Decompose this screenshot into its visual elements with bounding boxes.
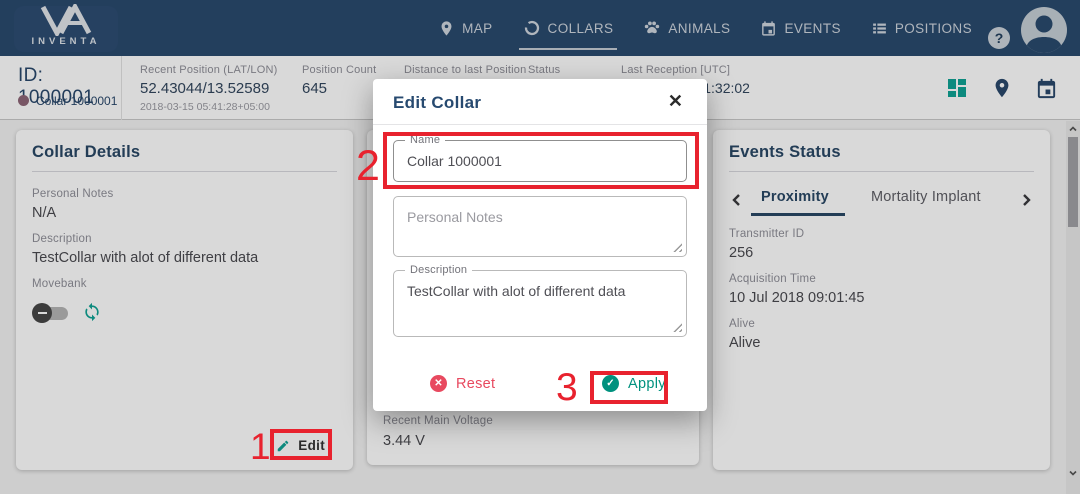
divider — [32, 171, 337, 172]
user-avatar[interactable] — [1020, 6, 1068, 54]
events-status-title: Events Status — [729, 143, 841, 161]
app-header: INVENTA MAP COLLARS ANIMALS — [0, 0, 1080, 56]
personal-notes-placeholder: Personal Notes — [407, 209, 503, 225]
active-tab-underline — [751, 213, 845, 216]
description-label: Description — [32, 233, 92, 245]
brand-name: INVENTA — [31, 36, 101, 47]
resize-handle-icon[interactable] — [672, 242, 682, 252]
reset-x-icon: ✕ — [430, 375, 447, 392]
paw-icon — [645, 21, 660, 34]
apply-button[interactable]: ✓ Apply — [602, 375, 666, 392]
scrollbar-thumb[interactable] — [1068, 137, 1078, 227]
nav-item-positions[interactable]: POSITIONS — [871, 0, 972, 56]
calendar-event-icon — [762, 20, 776, 36]
nav-label-positions: POSITIONS — [894, 20, 972, 36]
collar-id: ID: 1000001 — [18, 65, 95, 108]
reset-button[interactable]: ✕ Reset — [430, 375, 495, 392]
description-textarea[interactable]: Description TestCollar with alot of diff… — [393, 264, 687, 337]
transmitter-id-label: Transmitter ID — [729, 228, 805, 240]
map-pin-icon[interactable] — [991, 76, 1013, 100]
nav-item-map[interactable]: MAP — [438, 0, 492, 56]
events-status-card: Events Status Proximity Mortality Implan… — [713, 130, 1050, 470]
recent-main-voltage-value: 3.44 V — [383, 433, 425, 449]
pencil-icon — [278, 440, 289, 451]
alive-value: Alive — [729, 335, 761, 351]
scroll-up-icon[interactable] — [1067, 123, 1079, 135]
alive-label: Alive — [729, 318, 755, 330]
recent-position-value: 52.43044/13.52589 — [140, 80, 270, 97]
last-reception-label: Last Reception [UTC] — [621, 64, 731, 76]
divider — [729, 171, 1034, 172]
calendar-icon[interactable] — [1035, 77, 1058, 100]
tabs-prev-icon[interactable] — [731, 193, 742, 207]
scroll-down-icon[interactable] — [1067, 467, 1079, 479]
status-label: Status — [528, 64, 561, 76]
main-nav: MAP COLLARS ANIMALS EVENTS — [438, 0, 972, 56]
help-button[interactable]: ? — [988, 27, 1010, 49]
acquisition-time-label: Acquisition Time — [729, 273, 816, 285]
collar-icon — [524, 20, 539, 36]
personal-notes-value: N/A — [32, 205, 57, 221]
transmitter-id-value: 256 — [729, 245, 754, 261]
description-field-value: TestCollar with alot of different data — [407, 283, 626, 299]
personal-notes-textarea[interactable]: Personal Notes — [393, 196, 687, 257]
description-field-label: Description — [405, 264, 473, 276]
edit-collar-dialog: Edit Collar ✕ Name Collar 1000001 Person… — [373, 79, 707, 411]
map-pin-icon — [441, 20, 452, 36]
apply-check-icon: ✓ — [602, 375, 619, 392]
divider — [373, 124, 707, 125]
recent-main-voltage-label: Recent Main Voltage — [383, 415, 493, 427]
avatar-icon — [1021, 7, 1067, 53]
positions-list-icon — [873, 23, 886, 33]
va-monogram-icon — [40, 4, 92, 36]
acquisition-time-value: 10 Jul 2018 09:01:45 — [729, 290, 865, 306]
description-value: TestCollar with alot of different data — [32, 250, 259, 266]
nav-label-collars: COLLARS — [547, 20, 614, 36]
resize-handle-icon[interactable] — [672, 322, 682, 332]
personal-notes-label: Personal Notes — [32, 188, 114, 200]
nav-label-animals: ANIMALS — [668, 20, 731, 36]
dashboard-icon[interactable] — [945, 76, 969, 100]
recent-position-label: Recent Position (LAT/LON) — [140, 64, 278, 76]
nav-label-events: EVENTS — [784, 20, 841, 36]
dialog-title: Edit Collar — [393, 93, 482, 112]
name-field[interactable]: Name Collar 1000001 — [393, 134, 687, 182]
collar-status-dot — [18, 95, 29, 106]
tabs-next-icon[interactable] — [1021, 193, 1032, 207]
collar-details-card: Collar Details Personal Notes N/A Descri… — [16, 130, 353, 470]
nav-item-animals[interactable]: ANIMALS — [643, 0, 730, 56]
app-logo: INVENTA — [14, 4, 118, 52]
distance-label: Distance to last Position — [404, 64, 527, 76]
nav-label-map: MAP — [462, 20, 493, 36]
nav-item-events[interactable]: EVENTS — [760, 0, 840, 56]
name-field-value: Collar 1000001 — [407, 153, 502, 169]
movebank-toggle[interactable] — [32, 302, 70, 324]
close-icon[interactable]: ✕ — [667, 91, 683, 111]
edit-button-label: Edit — [298, 438, 325, 453]
movebank-label: Movebank — [32, 278, 87, 290]
toggle-knob — [32, 303, 52, 323]
name-field-label: Name — [405, 134, 446, 146]
tab-mortality-implant[interactable]: Mortality Implant — [871, 189, 981, 205]
nav-item-collars[interactable]: COLLARS — [518, 0, 618, 56]
reset-button-label: Reset — [456, 375, 496, 392]
collar-details-title: Collar Details — [32, 143, 141, 161]
position-count-label: Position Count — [302, 64, 377, 76]
vertical-scrollbar[interactable] — [1066, 121, 1080, 494]
sync-icon[interactable] — [82, 302, 102, 322]
subheader-actions — [945, 76, 1058, 100]
edit-collar-button[interactable]: Edit — [274, 434, 327, 457]
position-count-value: 645 — [302, 80, 328, 97]
collar-name: Collar 1000001 — [36, 94, 118, 108]
collar-id-block: ID: 1000001 Collar 1000001 — [0, 56, 122, 120]
apply-button-label: Apply — [628, 375, 666, 392]
tab-proximity[interactable]: Proximity — [761, 189, 829, 205]
recent-position-timestamp: 2018-03-15 05:41:28+05:00 — [140, 101, 270, 113]
